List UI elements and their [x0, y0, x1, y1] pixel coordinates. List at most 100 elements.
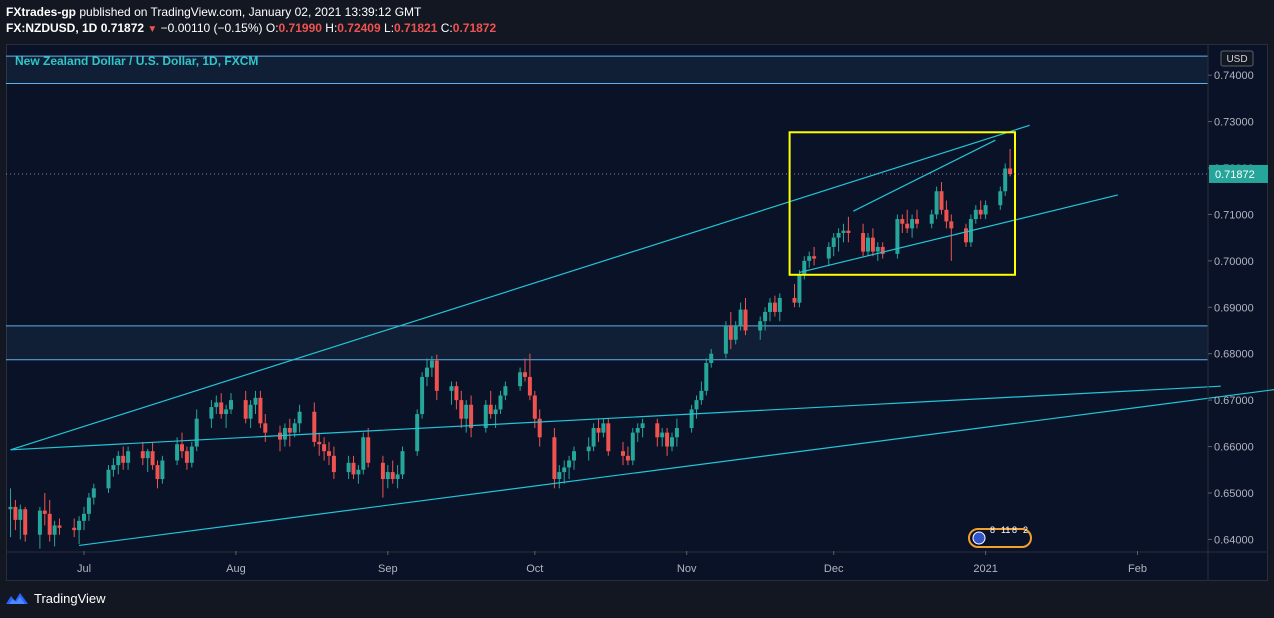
candle-body [880, 246, 885, 254]
candle-body [126, 451, 131, 463]
candle-body [949, 221, 954, 229]
candle-body [8, 506, 13, 510]
candle-body [111, 465, 116, 470]
candle-body [689, 409, 694, 428]
candle-body [670, 437, 674, 447]
y-tick-label: 0.71000 [1214, 209, 1254, 221]
price-change: −0.00110 (−0.15%) [160, 21, 263, 35]
candle-body [13, 506, 18, 520]
candle-body [552, 437, 557, 480]
candle-body [106, 469, 111, 489]
candle-body [812, 256, 817, 259]
candle-body [709, 353, 714, 363]
tradingview-logo-icon[interactable] [6, 592, 28, 606]
candle-body [248, 404, 253, 419]
events-badge[interactable]: 8 11 8 2 [968, 525, 1032, 548]
candle-body [939, 191, 944, 210]
currency-badge[interactable]: USD [1220, 50, 1254, 67]
candle-body [415, 414, 420, 452]
candle-body [665, 432, 670, 447]
y-tick-label: 0.70000 [1214, 256, 1254, 268]
price-axis[interactable]: 0.64000 0.65000 0.66000 0.67000 0.68000 0.690… [1208, 70, 1254, 546]
candle-body [527, 376, 532, 396]
candle-body [145, 451, 150, 459]
candle-body [361, 437, 366, 470]
chart-header: FXtrades-gp published on TradingView.com… [6, 4, 496, 38]
last-price-marker: 0.71872 [6, 164, 1268, 183]
open-label: O: [265, 21, 279, 35]
close-label: C: [440, 21, 453, 35]
author-name[interactable]: FXtrades-gp [6, 5, 77, 19]
candle-body [493, 409, 498, 415]
candle-body [523, 372, 527, 377]
candle-body [52, 525, 57, 535]
candle-body [944, 209, 949, 222]
high-label: H: [325, 21, 338, 35]
candle-body [591, 427, 596, 447]
candle-body [562, 467, 567, 473]
highlight-box [788, 131, 1016, 276]
trend-lines [10, 124, 1274, 547]
candle-body [282, 427, 287, 440]
y-tick-label: 0.69000 [1214, 302, 1254, 314]
candle-body [1003, 168, 1008, 192]
candle-body [900, 219, 905, 224]
candle-body [380, 462, 385, 480]
candle-body [160, 460, 165, 480]
candle-body [346, 462, 351, 473]
candle-body [518, 372, 523, 387]
candle-body [82, 513, 86, 521]
candle-body [621, 451, 625, 456]
footer-brand[interactable]: TradingView [34, 591, 106, 606]
high-value: 0.72409 [337, 21, 381, 35]
resistance-zone-1 [6, 325, 1208, 360]
candle-body [699, 390, 704, 401]
y-tick-label: 0.65000 [1214, 488, 1254, 500]
candle-body [498, 395, 503, 410]
candle-body [846, 230, 851, 234]
candle-body [601, 423, 606, 433]
candle-body [72, 527, 77, 531]
candle-body [150, 451, 155, 466]
candle-body [723, 325, 728, 354]
last-price-flag [1209, 164, 1268, 183]
candle-body [390, 472, 395, 480]
candle-body [802, 260, 807, 275]
y-tick-label: 0.74000 [1214, 70, 1254, 82]
candle-body [253, 397, 258, 405]
last-price: 0.71872 [100, 21, 145, 35]
candle-body [895, 219, 900, 254]
low-label: L: [384, 21, 395, 35]
candle-body [194, 418, 199, 447]
candle-body [37, 510, 42, 535]
candle-body [317, 441, 322, 445]
candle-body [763, 311, 768, 322]
candle-body [469, 404, 474, 428]
candle-body [420, 376, 425, 415]
y-tick-label: 0.73000 [1214, 117, 1254, 129]
highlight-box-group [788, 131, 1016, 276]
chart-title: New Zealand Dollar / U.S. Dollar, 1D, FX… [15, 54, 258, 68]
candle-body [425, 367, 429, 377]
candle-body [287, 427, 292, 433]
candle-body [189, 446, 194, 463]
time-axis[interactable]: Jul Aug Sep Oct Nov Dec 2021 Feb [77, 551, 1147, 575]
trend-line-2 [79, 389, 1274, 547]
candle-body [434, 360, 439, 391]
candle-body [870, 237, 875, 252]
candle-body [915, 219, 919, 224]
candle-body [86, 497, 91, 514]
candle-body [567, 460, 572, 468]
candle-body [229, 400, 233, 410]
x-tick-label: Nov [677, 563, 697, 575]
candle-body [826, 246, 831, 259]
candle-body [243, 400, 248, 419]
candle-body [586, 446, 591, 452]
candle-body [704, 362, 709, 391]
candle-body [47, 513, 52, 535]
event-count: 11 [1001, 525, 1010, 535]
symbol-label: FX:NZDUSD, 1D [6, 21, 98, 35]
candle-body [77, 520, 82, 531]
candle-body [1008, 168, 1013, 175]
